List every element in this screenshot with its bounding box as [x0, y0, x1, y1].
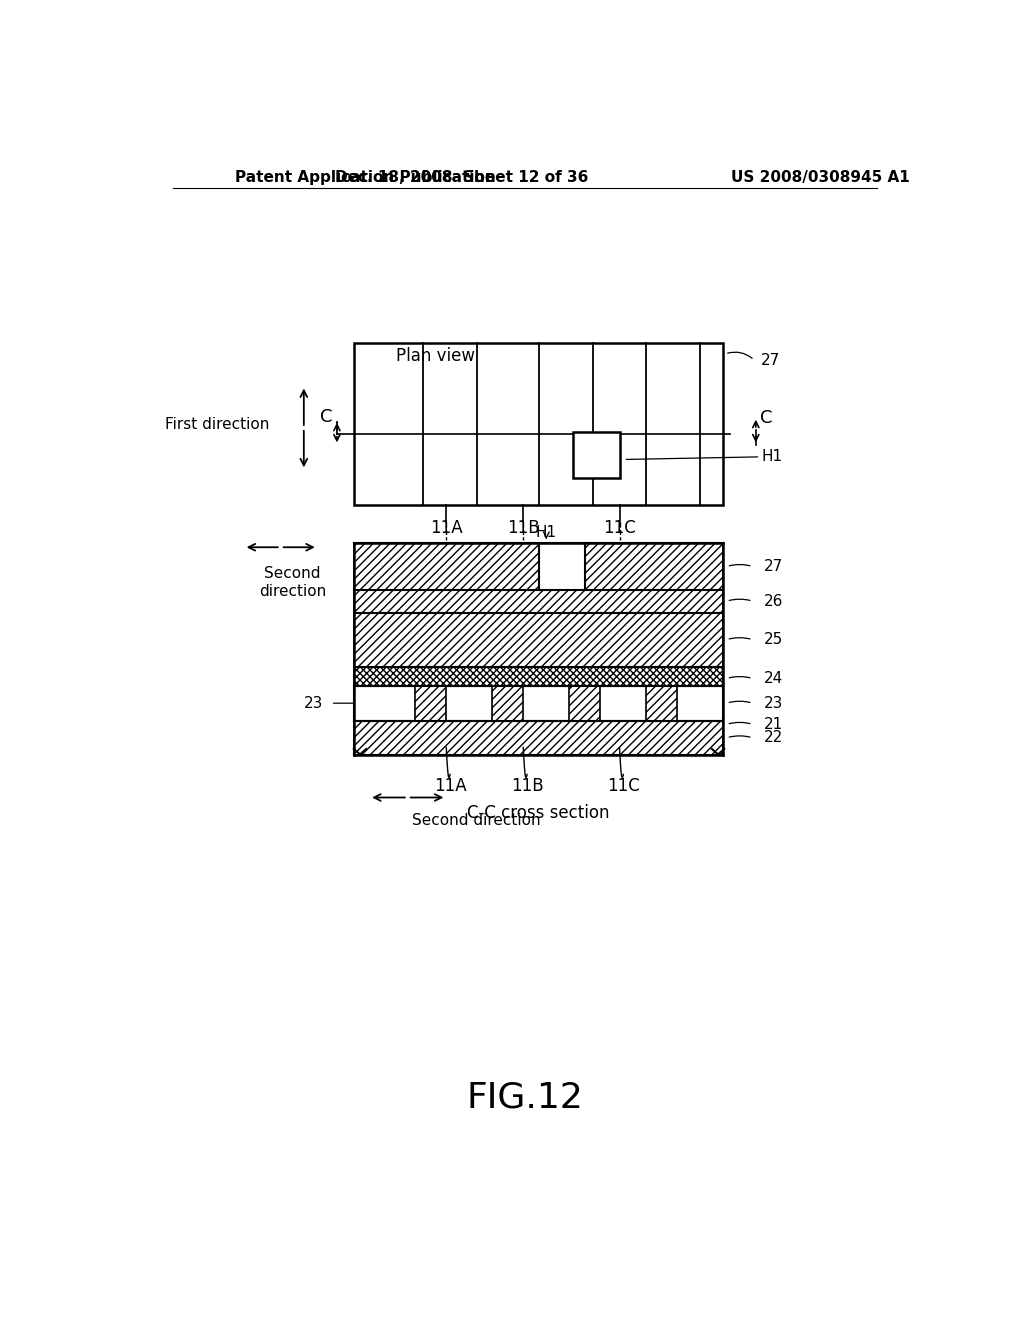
- Text: 11B: 11B: [511, 777, 544, 795]
- Bar: [646, 686, 677, 721]
- Text: 24: 24: [764, 671, 782, 686]
- Text: 25: 25: [764, 632, 782, 647]
- Text: Patent Application Publication: Patent Application Publication: [234, 170, 496, 185]
- Text: 11C: 11C: [607, 777, 640, 795]
- Bar: [354, 721, 724, 755]
- Bar: [354, 590, 724, 612]
- Bar: [569, 686, 600, 721]
- Bar: [354, 544, 539, 590]
- Text: 11B: 11B: [507, 519, 540, 537]
- Bar: [493, 686, 523, 721]
- Text: Second direction: Second direction: [412, 813, 541, 828]
- Text: 21: 21: [764, 717, 782, 731]
- Bar: [354, 739, 724, 755]
- Text: C-C cross section: C-C cross section: [467, 804, 610, 822]
- Text: 26: 26: [764, 594, 783, 609]
- Text: 11A: 11A: [434, 777, 466, 795]
- Bar: [354, 686, 724, 721]
- Bar: [354, 343, 724, 506]
- Text: 22: 22: [764, 730, 782, 746]
- Text: Second
direction: Second direction: [259, 566, 326, 599]
- Bar: [573, 432, 620, 478]
- Text: 11A: 11A: [430, 519, 463, 537]
- Text: 27: 27: [764, 558, 782, 574]
- Text: 23: 23: [764, 696, 783, 710]
- Text: H1: H1: [536, 525, 557, 540]
- Text: C: C: [319, 408, 333, 426]
- Bar: [539, 544, 585, 590]
- Bar: [354, 612, 724, 667]
- Bar: [416, 686, 446, 721]
- Text: 27: 27: [761, 352, 779, 368]
- Bar: [354, 667, 724, 686]
- Text: FIG.12: FIG.12: [466, 1081, 584, 1115]
- Text: First direction: First direction: [165, 417, 269, 432]
- Text: Dec. 18, 2008  Sheet 12 of 36: Dec. 18, 2008 Sheet 12 of 36: [335, 170, 589, 185]
- Text: 23: 23: [304, 696, 323, 710]
- Text: US 2008/0308945 A1: US 2008/0308945 A1: [731, 170, 910, 185]
- Text: C: C: [761, 409, 773, 428]
- Bar: [585, 544, 724, 590]
- Text: Plan view: Plan view: [396, 347, 475, 364]
- Text: 11C: 11C: [603, 519, 636, 537]
- Text: H1: H1: [762, 449, 783, 465]
